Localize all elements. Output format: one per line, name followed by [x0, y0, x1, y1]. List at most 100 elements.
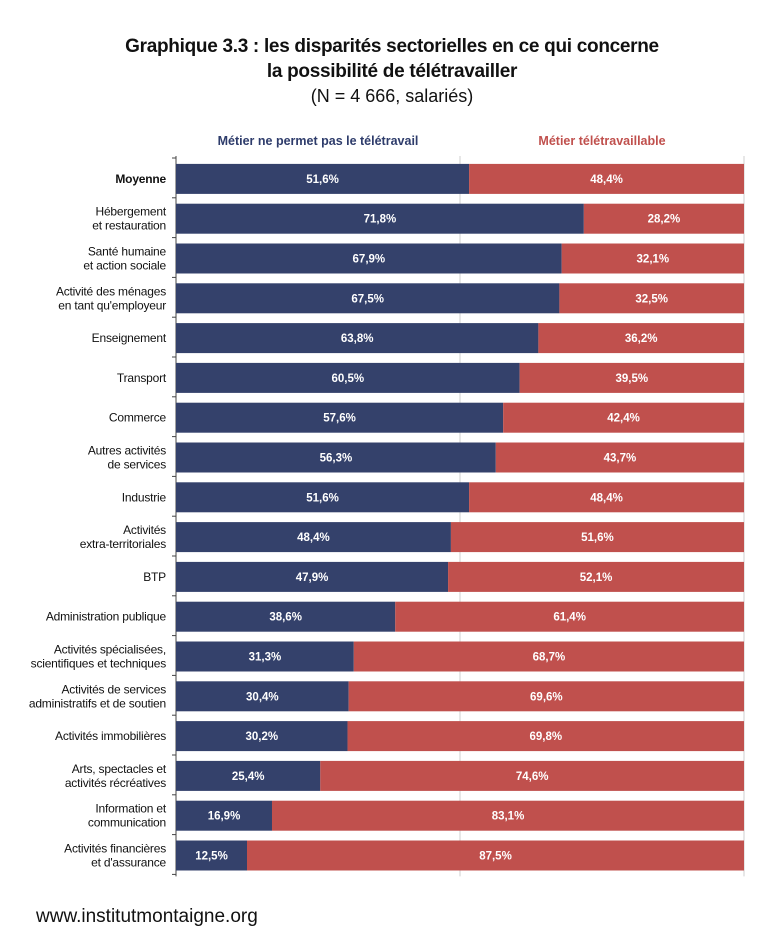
bar-not-teleworkable	[176, 800, 272, 831]
category-label: BTP	[143, 570, 166, 584]
bar-not-teleworkable	[176, 641, 354, 672]
data-label: 39,5%	[616, 373, 649, 385]
data-label: 60,5%	[332, 373, 365, 385]
category-label: Transport	[117, 371, 167, 385]
data-label: 67,5%	[351, 293, 384, 305]
data-label: 69,6%	[530, 691, 563, 703]
data-label: 51,6%	[306, 492, 339, 504]
data-label: 57,6%	[323, 413, 356, 425]
category-label: Santé humaine	[88, 245, 167, 259]
bar-teleworkable	[347, 721, 744, 752]
category-label: Activités immobilières	[55, 729, 166, 743]
category-label: Autres activités	[88, 444, 166, 458]
category-label: et action sociale	[83, 259, 166, 273]
bar-not-teleworkable	[176, 561, 449, 592]
category-label: en tant qu'employeur	[58, 298, 166, 312]
bar-teleworkable	[469, 163, 744, 194]
data-label: 51,6%	[581, 532, 614, 544]
data-label: 56,3%	[320, 453, 353, 465]
bar-teleworkable	[469, 482, 744, 513]
category-label: Hébergement	[95, 205, 166, 219]
category-label: et restauration	[92, 219, 166, 233]
category-label: Activités	[123, 523, 166, 537]
category-label: Activité des ménages	[56, 284, 166, 298]
data-label: 16,9%	[208, 811, 241, 823]
legend-entry-not-teleworkable: Métier ne permet pas le télétravail	[218, 134, 419, 148]
data-label: 68,7%	[533, 652, 566, 664]
bar-not-teleworkable	[176, 203, 584, 234]
chart-subtitle: (N = 4 666, salariés)	[310, 86, 474, 106]
bar-teleworkable	[503, 402, 744, 433]
category-label: Administration publique	[46, 610, 167, 624]
category-label: activités récréatives	[65, 776, 166, 790]
data-label: 61,4%	[553, 612, 586, 624]
category-label: Information et	[95, 802, 166, 816]
data-label: 83,1%	[492, 811, 525, 823]
bar-teleworkable	[495, 442, 744, 473]
data-label: 47,9%	[296, 572, 329, 584]
bar-teleworkable	[320, 760, 744, 791]
footer-website: www.institutmontaigne.org	[36, 906, 258, 927]
bar-not-teleworkable	[176, 362, 520, 393]
bar-not-teleworkable	[176, 601, 396, 632]
category-label: Activités spécialisées,	[54, 643, 166, 657]
data-label: 69,8%	[529, 731, 562, 743]
data-label: 43,7%	[604, 453, 637, 465]
bar-not-teleworkable	[176, 442, 496, 473]
chart-title-line-2: la possibilité de télétravailler	[266, 61, 518, 82]
data-label: 32,1%	[637, 254, 670, 266]
bar-teleworkable	[450, 522, 744, 553]
bar-teleworkable	[561, 243, 744, 274]
data-label: 71,8%	[364, 214, 397, 226]
category-label: Commerce	[109, 411, 167, 425]
category-label: Industrie	[122, 490, 167, 504]
category-label: Enseignement	[92, 331, 167, 345]
bar-not-teleworkable	[176, 402, 504, 433]
data-label: 30,2%	[245, 731, 278, 743]
data-label: 52,1%	[580, 572, 613, 584]
bar-not-teleworkable	[176, 522, 451, 553]
legend-entry-teleworkable: Métier télétravaillable	[538, 134, 665, 148]
category-label: Activités de services	[61, 682, 166, 696]
data-label: 38,6%	[269, 612, 302, 624]
bar-teleworkable	[583, 203, 744, 234]
category-label: communication	[88, 816, 166, 830]
data-label: 51,6%	[306, 174, 339, 186]
bar-teleworkable	[395, 601, 744, 632]
data-label: 48,4%	[297, 532, 330, 544]
category-label: administratifs et de soutien	[29, 696, 166, 710]
data-label: 48,4%	[590, 174, 623, 186]
data-label: 42,4%	[607, 413, 640, 425]
data-label: 12,5%	[195, 851, 228, 863]
data-label: 25,4%	[232, 771, 265, 783]
stacked-bar-chart: Métier ne permet pas le télétravail Métie…	[29, 134, 745, 877]
bar-teleworkable	[271, 800, 744, 831]
category-label: scientifiques et techniques	[31, 657, 167, 671]
data-label: 67,9%	[353, 254, 386, 266]
category-label: Moyenne	[115, 172, 166, 186]
data-label: 30,4%	[246, 691, 279, 703]
bar-teleworkable	[353, 641, 744, 672]
bar-teleworkable	[519, 362, 744, 393]
data-label: 28,2%	[648, 214, 681, 226]
category-label: et d'assurance	[91, 856, 166, 870]
data-label: 36,2%	[625, 333, 658, 345]
category-label: Arts, spectacles et	[72, 762, 167, 776]
bar-teleworkable	[448, 561, 744, 592]
bar-not-teleworkable	[176, 840, 247, 871]
bar-teleworkable	[348, 681, 744, 712]
bar-not-teleworkable	[176, 721, 348, 752]
category-label: extra-territoriales	[80, 537, 166, 551]
bar-not-teleworkable	[176, 323, 539, 354]
bar-not-teleworkable	[176, 760, 321, 791]
bar-teleworkable	[559, 283, 744, 314]
data-label: 32,5%	[635, 293, 668, 305]
bar-teleworkable	[538, 323, 744, 354]
category-label: Activités financières	[64, 842, 166, 856]
bar-not-teleworkable	[176, 681, 349, 712]
data-label: 48,4%	[590, 492, 623, 504]
bar-not-teleworkable	[176, 163, 470, 194]
bar-not-teleworkable	[176, 243, 562, 274]
data-label: 74,6%	[516, 771, 549, 783]
chart-title-block: Graphique 3.3 : les disparités sectoriel…	[0, 34, 784, 108]
